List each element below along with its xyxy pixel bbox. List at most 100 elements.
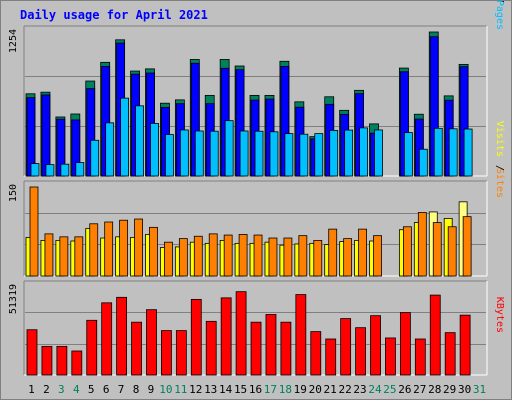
pages-bar	[120, 97, 130, 177]
x-label-day: 17	[264, 383, 277, 396]
x-label-day: 29	[443, 383, 456, 396]
kbytes-bar	[265, 314, 277, 376]
kbytes-bar	[220, 297, 232, 376]
sites-bar	[447, 226, 457, 277]
kbytes-bar	[310, 331, 322, 376]
pages-bar	[165, 134, 174, 177]
x-label-day: 13	[204, 383, 217, 396]
x-label-day: 5	[88, 383, 95, 396]
pages-bar	[75, 162, 85, 177]
pages-bar	[30, 163, 40, 177]
kbytes-bar	[355, 327, 366, 376]
pages-bar	[463, 128, 473, 177]
sites-bar	[59, 236, 69, 277]
chart-panels: 1254Pages/Files/Hits150Sites/Visits51319…	[8, 0, 505, 376]
x-label-day: 7	[118, 383, 125, 396]
kbytes-bar	[86, 319, 98, 376]
kbytes-bar	[295, 294, 307, 376]
x-label-day: 10	[159, 383, 172, 396]
x-label-day: 23	[353, 383, 366, 396]
pages-bar	[150, 123, 159, 177]
visits-y-max-label: 150	[8, 184, 19, 202]
pages-bar	[329, 130, 339, 177]
sites-bar	[328, 228, 338, 277]
sites-bar	[89, 223, 99, 277]
visits-legend-visits: Visits	[494, 121, 505, 157]
kbytes-bar	[71, 350, 83, 376]
sites-bar	[74, 236, 84, 277]
kbytes-bar	[444, 332, 456, 376]
pages-bar	[194, 130, 204, 177]
pages-bar	[224, 120, 234, 177]
chart-title: Daily usage for April 2021	[20, 8, 208, 22]
x-label-day: 4	[73, 383, 80, 396]
x-label-day: 16	[249, 383, 262, 396]
pages-bar	[209, 130, 219, 177]
x-label-day: 12	[189, 383, 202, 396]
hits-legend-pages: Pages	[494, 0, 505, 30]
visits-legend-sites: Sites	[494, 168, 505, 198]
x-label-day: 28	[428, 383, 441, 396]
kbytes-bar	[205, 320, 217, 376]
sites-bar	[193, 235, 203, 277]
x-label-day: 15	[234, 383, 247, 396]
pages-bar	[179, 129, 189, 177]
sites-bar	[283, 237, 293, 277]
sites-bar	[462, 216, 472, 277]
kbytes-y-max-label: 51319	[8, 284, 19, 314]
x-label-day: 30	[458, 383, 471, 396]
sites-bar	[417, 212, 427, 277]
pages-bar	[418, 148, 428, 177]
pages-bar	[105, 122, 115, 177]
sites-bar	[253, 234, 263, 277]
kbytes-bar	[399, 312, 411, 376]
hits-y-max-label: 1254	[8, 29, 19, 53]
kbytes-bar	[414, 338, 426, 376]
kbytes-bar	[235, 291, 247, 376]
x-label-day: 9	[148, 383, 155, 396]
sites-bar	[402, 226, 412, 277]
sites-bar	[29, 186, 39, 277]
kbytes-bar	[161, 330, 172, 376]
pages-bar	[433, 127, 443, 177]
pages-bar	[45, 164, 55, 177]
pages-bar	[403, 132, 413, 177]
sites-bar	[178, 238, 188, 277]
x-label-day: 11	[174, 383, 187, 396]
kbytes-bar	[26, 329, 38, 376]
x-label-day: 31	[473, 383, 486, 396]
hits-legend-separator: /	[494, 0, 505, 3]
kbytes-bar	[101, 302, 113, 376]
x-label-day: 21	[324, 383, 337, 396]
pages-bar	[60, 163, 70, 177]
kbytes-bar	[190, 298, 202, 376]
kbytes-bar	[56, 345, 68, 376]
files-bar	[41, 94, 51, 177]
pages-bar	[299, 133, 309, 177]
x-label-day: 19	[294, 383, 307, 396]
pages-bar	[90, 139, 100, 177]
x-label-day: 27	[413, 383, 426, 396]
sites-bar	[343, 238, 353, 277]
kbytes-bar	[175, 330, 187, 376]
x-label-day: 18	[279, 383, 292, 396]
pages-bar	[374, 129, 383, 177]
x-label-day: 20	[309, 383, 322, 396]
sites-bar	[238, 234, 248, 277]
pages-bar	[284, 133, 294, 177]
kbytes-bar	[131, 321, 142, 376]
kbytes-bar	[370, 315, 381, 376]
x-label-day: 2	[43, 383, 50, 396]
kbytes-legend-kbytes: KBytes	[494, 297, 505, 333]
sites-bar	[149, 226, 158, 277]
visits-legend-separator: /	[494, 165, 505, 171]
sites-bar	[44, 233, 54, 277]
kbytes-bar	[116, 296, 128, 376]
sites-bar	[223, 234, 233, 277]
x-label-day: 1	[28, 383, 35, 396]
sites-bar	[313, 239, 323, 277]
pages-bar	[239, 130, 249, 177]
x-label-day: 22	[338, 383, 351, 396]
sites-bar	[164, 241, 173, 277]
